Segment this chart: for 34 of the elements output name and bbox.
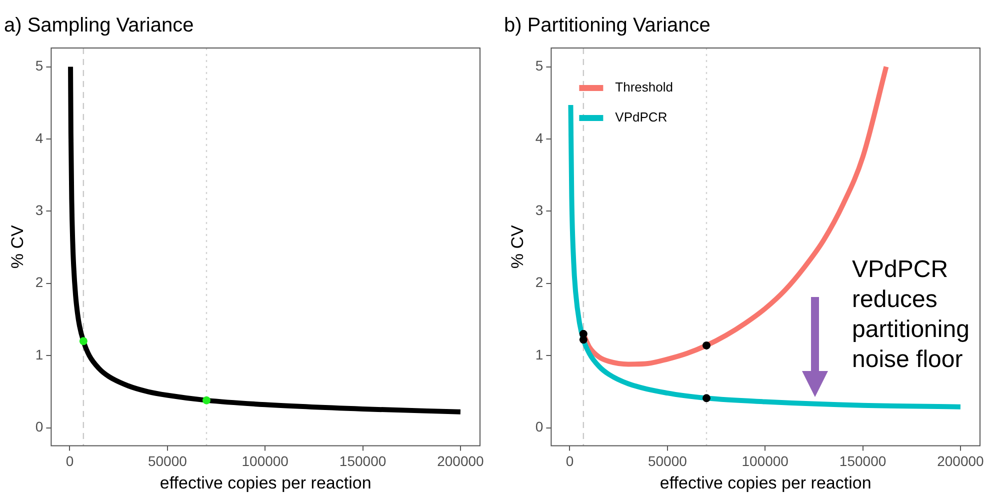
annotation: VPdPCR reduces partitioning noise floor bbox=[852, 255, 970, 375]
point bbox=[579, 336, 588, 344]
chart-title: a) Sampling Variance bbox=[4, 14, 194, 37]
y-axis-title: % CV bbox=[508, 224, 527, 269]
y-tick-label: 5 bbox=[535, 58, 544, 74]
y-tick-label: 4 bbox=[535, 130, 544, 146]
point bbox=[702, 394, 710, 402]
chart-title: b) Partitioning Variance bbox=[504, 14, 710, 37]
y-tick-label: 4 bbox=[35, 130, 44, 146]
x-tick-label: 50000 bbox=[148, 453, 188, 470]
y-tick-label: 3 bbox=[35, 202, 44, 218]
y-tick-label: 2 bbox=[35, 274, 44, 290]
x-tick-label: 150000 bbox=[339, 453, 386, 470]
y-tick-label: 0 bbox=[35, 418, 44, 435]
x-tick-label: 150000 bbox=[839, 453, 886, 470]
y-tick-label: 2 bbox=[535, 274, 544, 290]
x-tick-label: 100000 bbox=[242, 453, 289, 470]
y-tick-label: 1 bbox=[35, 346, 44, 362]
x-axis-title: effective copies per reaction bbox=[660, 473, 872, 492]
x-tick-label: 200000 bbox=[437, 453, 484, 470]
x-tick-label: 50000 bbox=[648, 453, 688, 470]
y-axis-title: % CV bbox=[8, 224, 27, 269]
x-tick-label: 100000 bbox=[742, 453, 789, 470]
x-tick-label: 0 bbox=[566, 453, 574, 470]
legend-label: Threshold bbox=[615, 80, 673, 95]
y-tick-label: 5 bbox=[35, 58, 44, 74]
legend-label: VPdPCR bbox=[615, 110, 668, 125]
y-tick-label: 1 bbox=[535, 346, 544, 362]
y-tick-label: 0 bbox=[535, 418, 544, 435]
x-axis-title: effective copies per reaction bbox=[160, 473, 372, 492]
y-tick-label: 3 bbox=[535, 202, 544, 218]
x-tick-label: 200000 bbox=[937, 453, 984, 470]
point bbox=[702, 341, 710, 350]
x-tick-label: 0 bbox=[66, 453, 74, 470]
